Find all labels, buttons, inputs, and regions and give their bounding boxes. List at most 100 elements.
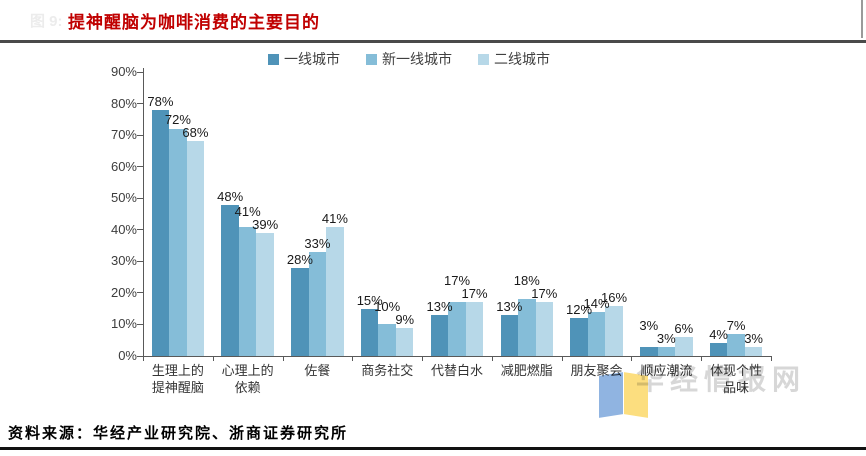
data-label: 3% (639, 317, 659, 333)
legend-item-tier1: 一线城市 (268, 49, 340, 69)
title-divider-line (0, 40, 866, 43)
x-axis-category-label: 生理上的 提神醒脑 (151, 363, 204, 395)
y-axis-tick-label: 60% (110, 158, 137, 174)
bar-新一线城市-3 (378, 324, 396, 356)
data-label: 15% (356, 292, 383, 308)
x-axis-category-label: 减肥燃脂 (500, 363, 553, 378)
bar-二线城市-1 (256, 232, 274, 356)
x-axis-tick-mark (631, 356, 633, 361)
y-axis-tick-label: 40% (110, 221, 137, 237)
data-label: 17% (461, 286, 488, 302)
bar-一线城市-8 (709, 343, 728, 356)
data-label: 14% (583, 295, 610, 311)
legend-swatch-tier2 (478, 53, 489, 65)
bar-一线城市-7 (640, 346, 658, 356)
y-axis-tick-label: 30% (110, 253, 137, 269)
data-label: 3% (744, 330, 763, 346)
y-axis-tick-mark (137, 229, 143, 231)
bar-新一线城市-2 (308, 251, 327, 356)
bar-一线城市-4 (430, 314, 449, 356)
y-axis-tick-label: 70% (110, 127, 137, 143)
y-axis-tick-label: 50% (110, 190, 137, 206)
bar-二线城市-7 (675, 337, 693, 356)
y-axis-tick-mark (137, 197, 143, 199)
data-label: 3% (656, 330, 676, 346)
legend-swatch-new-tier1 (366, 53, 377, 65)
bar-新一线城市-8 (727, 333, 745, 356)
bar-新一线城市-6 (587, 311, 606, 356)
data-label: 39% (252, 216, 279, 232)
legend-item-new-tier1: 新一线城市 (366, 49, 452, 69)
bar-二线城市-6 (605, 305, 623, 356)
bar-一线城市-0 (151, 109, 170, 356)
bar-一线城市-3 (360, 308, 379, 356)
data-label: 33% (304, 235, 331, 251)
data-label: 41% (321, 210, 348, 226)
y-axis-tick-label: 0% (118, 348, 137, 363)
x-axis-tick-mark (422, 356, 424, 361)
legend-item-tier2: 二线城市 (478, 49, 550, 69)
y-axis-tick-label: 90% (110, 64, 137, 79)
y-axis-tick-label: 20% (110, 284, 137, 300)
y-axis-line (142, 68, 144, 361)
data-label: 13% (426, 298, 453, 314)
data-label: 12% (566, 302, 593, 318)
bar-一线城市-2 (291, 267, 309, 356)
x-axis-category-label: 商务社交 (361, 363, 414, 378)
y-axis-tick-mark (137, 134, 143, 136)
legend-label: 一线城市 (284, 51, 340, 67)
x-axis-line (143, 356, 772, 357)
chart-title: 提神醒脑为咖啡消费的主要目的 (68, 13, 320, 32)
legend-swatch-tier1 (268, 53, 279, 65)
x-axis-tick-mark (771, 356, 772, 361)
x-axis-category-label: 代替白水 (430, 363, 483, 378)
data-label: 41% (234, 203, 261, 219)
frame-edge-line (861, 0, 863, 38)
x-axis-tick-mark (701, 356, 703, 361)
data-label: 10% (374, 298, 401, 314)
data-label: 7% (726, 317, 746, 333)
bottom-divider-line (0, 447, 866, 450)
data-label: 13% (496, 298, 523, 314)
y-axis-tick-label: 10% (110, 316, 137, 332)
y-axis-tick-mark (137, 355, 143, 357)
x-axis-category-label: 体现个性 品味 (710, 363, 763, 395)
bar-新一线城市-7 (657, 346, 676, 356)
x-axis-tick-mark (491, 356, 493, 361)
data-label: 17% (443, 273, 471, 289)
y-axis-tick-mark (137, 260, 143, 262)
x-axis-tick-mark (212, 356, 214, 361)
x-axis-tick-mark (561, 356, 563, 361)
bar-二线城市-8 (744, 346, 763, 356)
bar-一线城市-5 (500, 314, 519, 356)
data-label: 48% (217, 188, 244, 204)
x-axis-tick-mark (352, 356, 354, 361)
data-label: 16% (601, 289, 628, 305)
y-axis-tick-mark (137, 103, 143, 105)
y-axis-tick-mark (137, 71, 143, 73)
x-axis-category-label: 佐餐 (304, 363, 331, 378)
y-axis-tick-label: 80% (110, 95, 137, 111)
watermark-text: 华经情报网 (636, 364, 807, 395)
legend-label: 新一线城市 (382, 51, 452, 67)
bar-一线城市-1 (221, 204, 239, 356)
data-label: 9% (395, 311, 415, 327)
data-label: 72% (164, 112, 191, 128)
x-axis-category-label: 顺应潮流 (640, 363, 693, 378)
y-axis-tick-mark (137, 323, 143, 325)
y-axis-tick-mark (137, 292, 143, 294)
bar-二线城市-5 (535, 302, 554, 356)
x-axis-tick-mark (143, 356, 144, 361)
bar-新一线城市-0 (169, 128, 187, 356)
bar-一线城市-6 (570, 318, 588, 356)
bar-新一线城市-4 (448, 302, 466, 356)
watermark-logo-blue-panel (599, 372, 623, 418)
x-axis-category-label: 心理上的 依赖 (221, 363, 274, 395)
data-label: 6% (674, 321, 694, 337)
x-axis-tick-mark (282, 356, 284, 361)
bar-新一线城市-1 (238, 226, 257, 356)
data-label: 78% (147, 93, 174, 109)
data-label: 17% (531, 286, 558, 302)
bar-新一线城市-5 (518, 299, 536, 356)
